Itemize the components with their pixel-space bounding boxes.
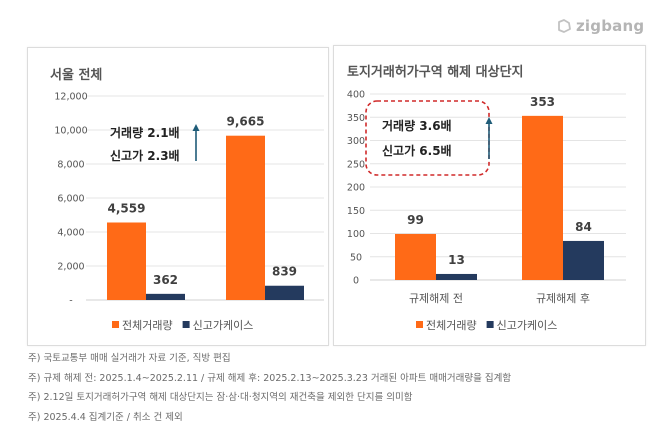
- y-tick-label: 150: [347, 206, 365, 217]
- y-tick-label: 6,000: [57, 194, 84, 205]
- bar-record-high-cases: [146, 293, 185, 300]
- data-label: 84: [575, 220, 592, 234]
- bar-total-transactions: [107, 222, 146, 300]
- bar-total-transactions: [522, 115, 563, 280]
- chart-title: 서울 전체: [50, 67, 102, 83]
- zigbang-logo-icon: [558, 19, 571, 33]
- footnote: 주) 2025.4.4 집계기준 / 취소 건 제외: [28, 411, 183, 423]
- chart-seoul-total: 서울 전체 - 2,000 4,000 6,000 8,000 10,000 12,000 4,…: [50, 67, 324, 332]
- y-tick-label: 10,000: [54, 126, 87, 137]
- footnotes: 주) 국토교통부 매매 실거래가 자료 기준, 직방 편집 주) 규제 해제 전…: [28, 349, 511, 427]
- x-category-label: 규제해제 후: [536, 291, 590, 305]
- legend-swatch-total: [416, 321, 423, 328]
- data-label: 9,665: [227, 115, 265, 129]
- legend-label: 신고가케이스: [497, 319, 558, 332]
- logo-text: zigbang: [576, 17, 645, 35]
- legend-label: 전체거래량: [426, 319, 477, 332]
- y-tick-label: 400: [347, 90, 365, 101]
- y-tick-label: 50: [350, 252, 362, 263]
- footnote: 주) 2.12일 토지거래허가구역 해제 대상단지는 잠·삼·대·청지역의 재건…: [28, 392, 413, 403]
- x-category-label: 규제해제 전: [409, 291, 463, 305]
- zigbang-logo: zigbang: [556, 17, 644, 35]
- y-tick-label: 2,000: [57, 262, 84, 273]
- data-label: 4,559: [108, 201, 146, 215]
- data-label: 13: [448, 253, 465, 267]
- arrowhead-icon: [485, 117, 493, 124]
- y-tick-label: 300: [347, 136, 365, 147]
- annotation-record-high-ratio: 신고가 2.3배: [110, 148, 180, 163]
- y-tick-label: 100: [347, 229, 365, 240]
- footnote: 주) 규제 해제 전: 2025.1.4~2025.2.11 / 규제 해제 후…: [28, 372, 512, 384]
- annotation-box: [365, 100, 490, 176]
- bar-total-transactions: [226, 135, 265, 300]
- data-label: 99: [407, 213, 424, 227]
- legend-label: 전체거래량: [122, 319, 173, 332]
- legend-swatch-total: [112, 321, 119, 328]
- chart-title: 토지거래허가구역 해제 대상단지: [347, 64, 524, 80]
- annotation-volume-ratio: 거래량 3.6배: [382, 118, 452, 133]
- y-tick-label: 8,000: [57, 160, 84, 171]
- bar-total-transactions: [395, 233, 436, 280]
- y-tick-label: -: [69, 296, 72, 307]
- y-tick-label: 250: [347, 159, 365, 170]
- bar-record-high-cases: [563, 240, 604, 280]
- legend-swatch-record-high: [486, 321, 494, 328]
- arrowhead-icon: [192, 124, 200, 131]
- bar-record-high-cases: [265, 285, 304, 300]
- y-tick-label: 12,000: [54, 92, 87, 103]
- chart-deregulated-complexes: 토지거래허가구역 해제 대상단지 0 50 100 150 200 250 300 350 400…: [347, 64, 626, 332]
- y-tick-label: 200: [347, 183, 365, 194]
- y-tick-label: 350: [347, 113, 365, 124]
- data-label: 353: [530, 95, 555, 109]
- footnote: 주) 국토교통부 매매 실거래가 자료 기준, 직방 편집: [28, 353, 231, 364]
- y-tick-label: 4,000: [57, 228, 84, 239]
- legend-swatch-record-high: [182, 321, 190, 328]
- annotation-volume-ratio: 거래량 2.1배: [110, 125, 180, 140]
- bar-record-high-cases: [436, 273, 477, 280]
- chart-panel-deregulated: 토지거래허가구역 해제 대상단지 0 50 100 150 200 250 300 350 400…: [333, 45, 646, 346]
- annotation-record-high-ratio: 신고가 6.5배: [382, 143, 452, 158]
- y-tick-label: 0: [353, 276, 359, 287]
- chart-panel-seoul: 서울 전체 - 2,000 4,000 6,000 8,000 10,000 12,000 4,…: [27, 47, 329, 346]
- data-label: 839: [272, 265, 297, 279]
- legend-label: 신고가케이스: [193, 319, 254, 332]
- data-label: 362: [153, 273, 178, 287]
